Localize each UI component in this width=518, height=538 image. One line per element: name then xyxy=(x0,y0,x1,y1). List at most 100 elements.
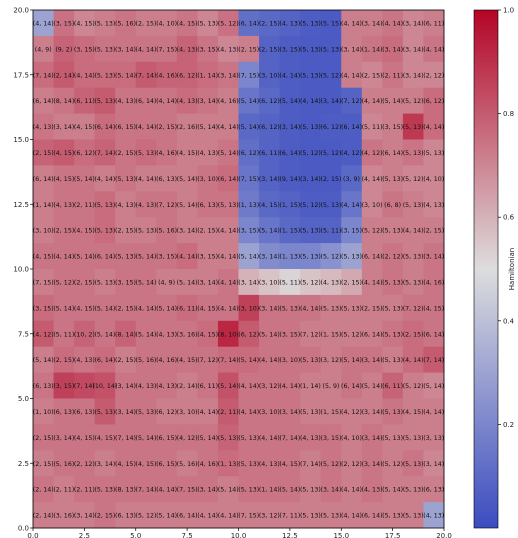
cell-label: (5, 13) xyxy=(382,435,403,442)
heatmap-cell xyxy=(300,372,322,399)
y-tick-label: 2.5 xyxy=(18,460,29,468)
cell-label: (5, 13) xyxy=(94,279,115,286)
cell-label: (5, 13) xyxy=(94,72,115,79)
cell-label: (4, 14) xyxy=(341,20,362,27)
heatmap-cell xyxy=(279,502,301,529)
cell-label: (2, 16) xyxy=(177,124,198,131)
heatmap-cell xyxy=(53,35,75,63)
heatmap-cell xyxy=(279,139,301,166)
cell-label: (1, 13) xyxy=(238,202,259,209)
cell-label: (3, 14) xyxy=(259,305,280,312)
cell-label: (5, 13) xyxy=(300,72,321,79)
cell-label: (4, 13) xyxy=(74,357,95,364)
heatmap-cell xyxy=(74,10,96,37)
y-tick-label: 12.5 xyxy=(13,201,29,209)
cell-label: (2, 15) xyxy=(74,279,95,286)
heatmap-cell xyxy=(74,35,96,63)
cell-label: (4, 13) xyxy=(423,513,444,520)
heatmap-cell xyxy=(238,87,260,114)
heatmap-cell xyxy=(156,10,178,37)
heatmap-cell xyxy=(156,294,178,322)
heatmap-cell xyxy=(238,424,260,451)
heatmap-cell xyxy=(402,191,424,218)
heatmap-cell xyxy=(320,476,342,503)
heatmap-cell xyxy=(341,269,363,296)
heatmap-cell xyxy=(382,139,404,166)
cell-label: (5, 12) xyxy=(403,98,424,105)
heatmap-cell xyxy=(279,372,301,399)
cell-label: (6, 14) xyxy=(279,150,300,157)
cell-label: (2, 15) xyxy=(259,20,280,27)
cell-label: (2, 11) xyxy=(382,72,403,79)
cell-label: (3, 10) xyxy=(362,202,383,209)
heatmap-cell xyxy=(115,87,137,114)
x-tick-label: 0.0 xyxy=(27,532,38,538)
heatmap-cell xyxy=(259,243,280,270)
heatmap-cell xyxy=(259,294,280,322)
cell-label: (2, 14) xyxy=(53,72,74,79)
cell-label: (5, 14) xyxy=(136,279,157,286)
heatmap-cell xyxy=(74,450,96,477)
heatmap-cell xyxy=(259,191,280,218)
y-tick-label: 0.0 xyxy=(18,525,29,533)
cell-label: (5, 13) xyxy=(321,305,342,312)
cell-label: (4, 12) xyxy=(33,331,54,338)
cell-label: (3, 15) xyxy=(74,46,95,53)
heatmap-cell xyxy=(402,139,424,166)
heatmap-cell xyxy=(53,61,75,89)
cell-label: (4, 9) xyxy=(35,46,52,53)
cell-label: (4, 14) xyxy=(423,124,444,131)
cell-label: (5, 14) xyxy=(136,254,157,261)
cell-label: (5, 14) xyxy=(33,357,54,364)
heatmap-cell xyxy=(382,87,404,114)
cell-label: (3, 14) xyxy=(197,487,218,494)
heatmap-cell xyxy=(238,217,260,244)
heatmap-cell xyxy=(382,450,404,477)
heatmap-cell xyxy=(382,61,404,89)
cell-label: (2, 15) xyxy=(362,305,383,312)
heatmap-cell xyxy=(402,165,424,192)
heatmap-cell xyxy=(259,217,280,244)
cell-label: (5, 13) xyxy=(238,461,259,468)
heatmap-cell xyxy=(176,217,198,244)
heatmap-cell xyxy=(259,113,280,140)
cell-label: (3, 13) xyxy=(423,435,444,442)
heatmap-cell xyxy=(176,269,198,296)
heatmap-cell xyxy=(197,372,219,399)
cell-label: (6, 14) xyxy=(136,98,157,105)
heatmap-cell xyxy=(361,113,383,140)
cell-label: (5, 14) xyxy=(259,228,280,235)
cell-label: (5, 13) xyxy=(300,46,321,53)
cell-label: (1, 13) xyxy=(279,254,300,261)
cell-label: (4, 13) xyxy=(136,383,157,390)
heatmap-cell xyxy=(402,502,424,529)
cell-label: (6, 14) xyxy=(382,150,403,157)
cell-label: (4, 14) xyxy=(341,72,362,79)
cell-label: (4, 14) xyxy=(362,176,383,183)
cell-label: (2, 15) xyxy=(403,331,424,338)
cell-label: (5, 13) xyxy=(341,305,362,312)
cell-label: (4, 14) xyxy=(279,383,300,390)
cell-label: (3, 14) xyxy=(259,176,280,183)
heatmap-cell xyxy=(279,61,301,89)
cell-label: (1, 15) xyxy=(279,202,300,209)
cell-label: (5, 11) xyxy=(362,124,383,131)
colorbar-ticks: 0.2 0.4 0.6 0.8 1.0 xyxy=(498,7,515,429)
heatmap-cell xyxy=(300,35,322,63)
cell-label: (5, 13) xyxy=(238,435,259,442)
heatmap-cell xyxy=(341,372,363,399)
cell-label: (1, 14) xyxy=(362,46,383,53)
cell-label: (2, 15) xyxy=(94,513,115,520)
heatmap-cell xyxy=(217,502,239,529)
heatmap-cell xyxy=(361,87,383,114)
cell-label: (6, 13) xyxy=(156,176,177,183)
colorbar-tick-label: 0.6 xyxy=(503,214,515,222)
cell-label: (6, 14) xyxy=(177,513,198,520)
cell-label: (2, 12) xyxy=(423,72,444,79)
heatmap-cell xyxy=(300,217,322,244)
cell-label: (5, 13) xyxy=(382,357,403,364)
heatmap-cell xyxy=(259,165,280,192)
cell-label: (3, 14) xyxy=(362,409,383,416)
heatmap-cell xyxy=(33,269,54,296)
cell-label: (4, 15) xyxy=(74,20,95,27)
